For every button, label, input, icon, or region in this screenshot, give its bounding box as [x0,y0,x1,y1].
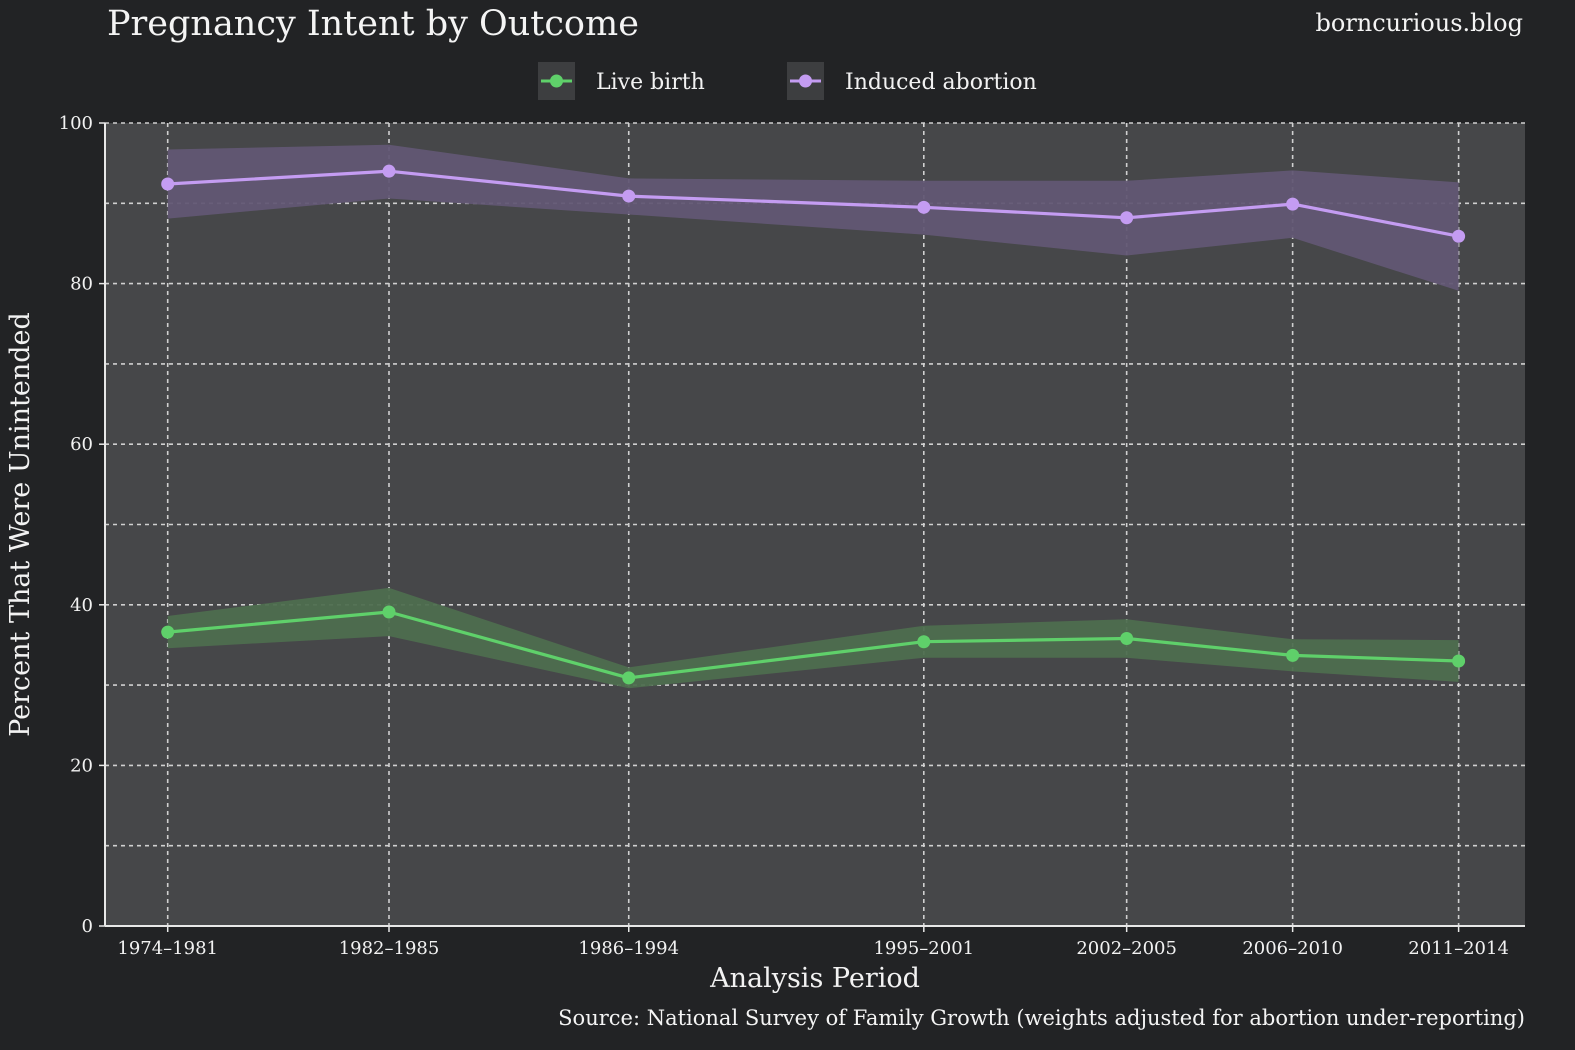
data-point-s1-5 [1286,197,1300,211]
x-tick-label: 1995–2001 [873,938,974,959]
data-point-s0-2 [622,671,636,685]
source-note: Source: National Survey of Family Growth… [558,1006,1525,1030]
legend: Live birth Induced abortion [538,62,1037,100]
data-point-s0-5 [1286,648,1300,662]
x-tick-label: 1986–1994 [578,938,679,959]
x-tick-label: 2002–2005 [1076,938,1177,959]
legend-label-1: Induced abortion [845,70,1037,95]
y-axis-title: Percent That Were Unintended [5,312,36,737]
y-tick-label: 100 [59,113,93,134]
plot-panel [105,123,1525,926]
data-point-s1-6 [1452,229,1466,243]
y-tick-label: 60 [70,434,93,455]
y-tick-label: 0 [82,916,93,937]
legend-label-0: Live birth [596,70,705,95]
grid-layer [105,122,1525,926]
x-tick-label: 2006–2010 [1242,938,1343,959]
confidence-band-0 [167,587,1459,689]
y-tick-label: 40 [70,595,93,616]
legend-key-marker-1 [799,74,812,88]
data-point-s0-0 [161,625,175,639]
site-name: borncurious.blog [1315,9,1524,37]
legend-key-marker-0 [550,74,563,88]
data-point-s1-3 [917,200,931,214]
y-tick-label: 80 [70,274,93,295]
data-point-s0-1 [382,605,396,619]
data-point-s0-6 [1452,654,1466,668]
x-tick-label: 2011–2014 [1408,938,1509,959]
axis-layer: 0 20 40 60 80 100 1974–1981 1982–1985 1986–1994 1… [59,113,1525,959]
x-tick-label: 1974–1981 [117,938,218,959]
data-point-s0-3 [917,635,931,649]
y-tick-label: 20 [70,755,93,776]
data-point-s1-4 [1120,211,1134,225]
data-point-s1-1 [382,164,396,178]
chart-title: Pregnancy Intent by Outcome [107,4,639,44]
data-point-s0-4 [1120,632,1134,646]
x-axis-title: Analysis Period [709,963,920,994]
line-layer [161,164,1466,685]
data-point-s1-2 [622,189,636,203]
x-tick-label: 1982–1985 [339,938,440,959]
data-point-s1-0 [161,177,175,191]
